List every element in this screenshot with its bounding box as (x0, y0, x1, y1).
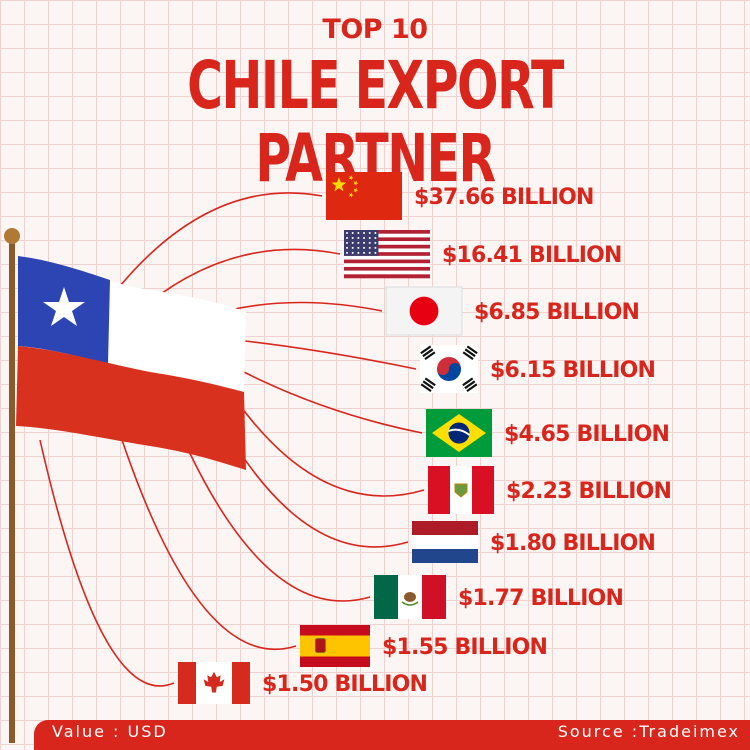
value-label: $16.41 BILLION (442, 243, 622, 268)
flag-peru-icon (428, 466, 494, 514)
connector-curve (179, 431, 371, 602)
flag-united-states-icon (344, 230, 430, 279)
flag-japan-icon (385, 286, 463, 336)
value-label: $1.77 BILLION (458, 586, 623, 611)
flag-china-icon (326, 172, 402, 220)
connector-curve (219, 419, 409, 548)
value-label: $2.23 BILLION (506, 479, 671, 504)
value-label: $1.80 BILLION (490, 531, 655, 556)
value-label: $6.85 BILLION (474, 300, 639, 325)
source-note: Source :Tradeimex (557, 722, 740, 741)
value-labels: $37.66 BILLION $16.41 BILLION $6.85 BILLIO… (262, 185, 672, 697)
flag-pole-finial (4, 228, 20, 244)
value-label: $6.15 BILLION (490, 358, 655, 383)
flag-netherlands-icon (412, 521, 478, 563)
connector-curve (119, 192, 323, 287)
flag-spain-icon (300, 625, 370, 667)
flag-pole (9, 240, 15, 743)
country-flags (178, 172, 494, 704)
chile-flag-illustration (4, 228, 246, 743)
chile-flag-star (43, 287, 85, 326)
connector-curve (39, 439, 175, 687)
flag-brazil-icon (426, 409, 492, 457)
subtitle: TOP 10 (322, 14, 428, 45)
connector-curve (239, 369, 423, 434)
footer-bar: Value : USD Source :Tradeimex (34, 720, 750, 750)
value-label: $1.55 BILLION (382, 635, 547, 660)
value-label: $4.65 BILLION (504, 422, 669, 447)
connector-curve (235, 399, 425, 497)
value-label: $37.66 BILLION (414, 185, 594, 210)
connector-curve (235, 339, 417, 370)
value-unit-note: Value : USD (52, 722, 168, 741)
flag-mexico-icon (374, 575, 446, 619)
value-label: $1.50 BILLION (262, 672, 427, 697)
connector-curve (149, 248, 341, 303)
connector-curve (119, 433, 297, 651)
flag-canada-icon (178, 662, 250, 704)
flag-south-korea-icon (420, 345, 478, 393)
page-title: CHILE EXPORT PARTNER (187, 47, 564, 197)
